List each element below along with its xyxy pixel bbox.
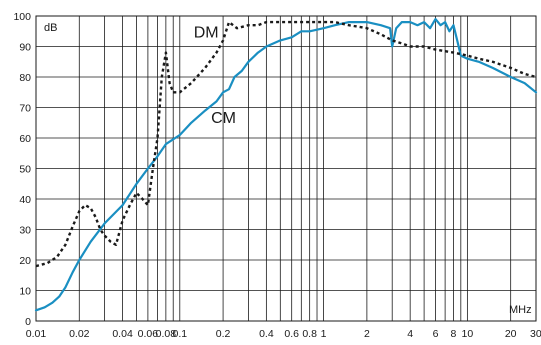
y-tick-label: 20 <box>19 255 31 267</box>
series-labels: DM CM <box>194 24 236 126</box>
x-tick-label: 0.6 <box>284 328 299 340</box>
series-label-cm: CM <box>211 110 236 127</box>
x-tick-label: 8 <box>451 328 457 340</box>
x-tick-label: 0.06 <box>138 328 159 340</box>
x-tick-label: 2 <box>364 328 370 340</box>
x-tick-label: 0.2 <box>216 328 231 340</box>
y-axis-unit-label: dB <box>44 22 57 34</box>
x-tick-label: 0.02 <box>69 328 90 340</box>
y-tick-label: 0 <box>25 316 31 328</box>
y-tick-label: 40 <box>19 194 31 206</box>
x-tick-label: 0.8 <box>302 328 317 340</box>
y-tick-label: 100 <box>13 11 31 23</box>
data-series <box>34 18 538 312</box>
series-line-dm <box>35 20 537 268</box>
y-tick-label: 90 <box>19 42 31 54</box>
series-label-dm: DM <box>194 24 219 41</box>
x-tick-label: 0.04 <box>112 328 133 340</box>
x-tick-label: 0.1 <box>172 328 187 340</box>
series-line-cm <box>34 18 538 312</box>
y-tick-label: 80 <box>19 72 31 84</box>
x-tick-label: 4 <box>407 328 413 340</box>
x-tick-label: 20 <box>505 328 517 340</box>
x-axis-unit-label: MHz <box>509 304 532 316</box>
x-tick-label: 0.4 <box>259 328 274 340</box>
x-axis-tick-labels: 0.01 0.02 0.04 0.060.080.1 0.2 0.4 0.6 0.8 1 2 4 6 8… <box>26 328 541 340</box>
x-tick-label: 0.01 <box>26 328 47 340</box>
plot-frame <box>35 15 537 322</box>
y-tick-label: 10 <box>19 286 31 298</box>
y-tick-label: 50 <box>19 164 31 176</box>
x-tick-label: 6 <box>433 328 439 340</box>
y-tick-label: 60 <box>19 133 31 145</box>
y-axis-tick-labels: 0 10 20 30 40 50 60 70 80 90 100 <box>13 11 31 328</box>
grid-lines <box>35 15 537 322</box>
y-tick-label: 30 <box>19 225 31 237</box>
x-tick-label: 1 <box>321 328 327 340</box>
x-tick-label: 10 <box>462 328 474 340</box>
x-tick-label: 0.08 <box>156 328 177 340</box>
x-tick-label: 30 <box>530 328 541 340</box>
y-tick-label: 70 <box>19 103 31 115</box>
